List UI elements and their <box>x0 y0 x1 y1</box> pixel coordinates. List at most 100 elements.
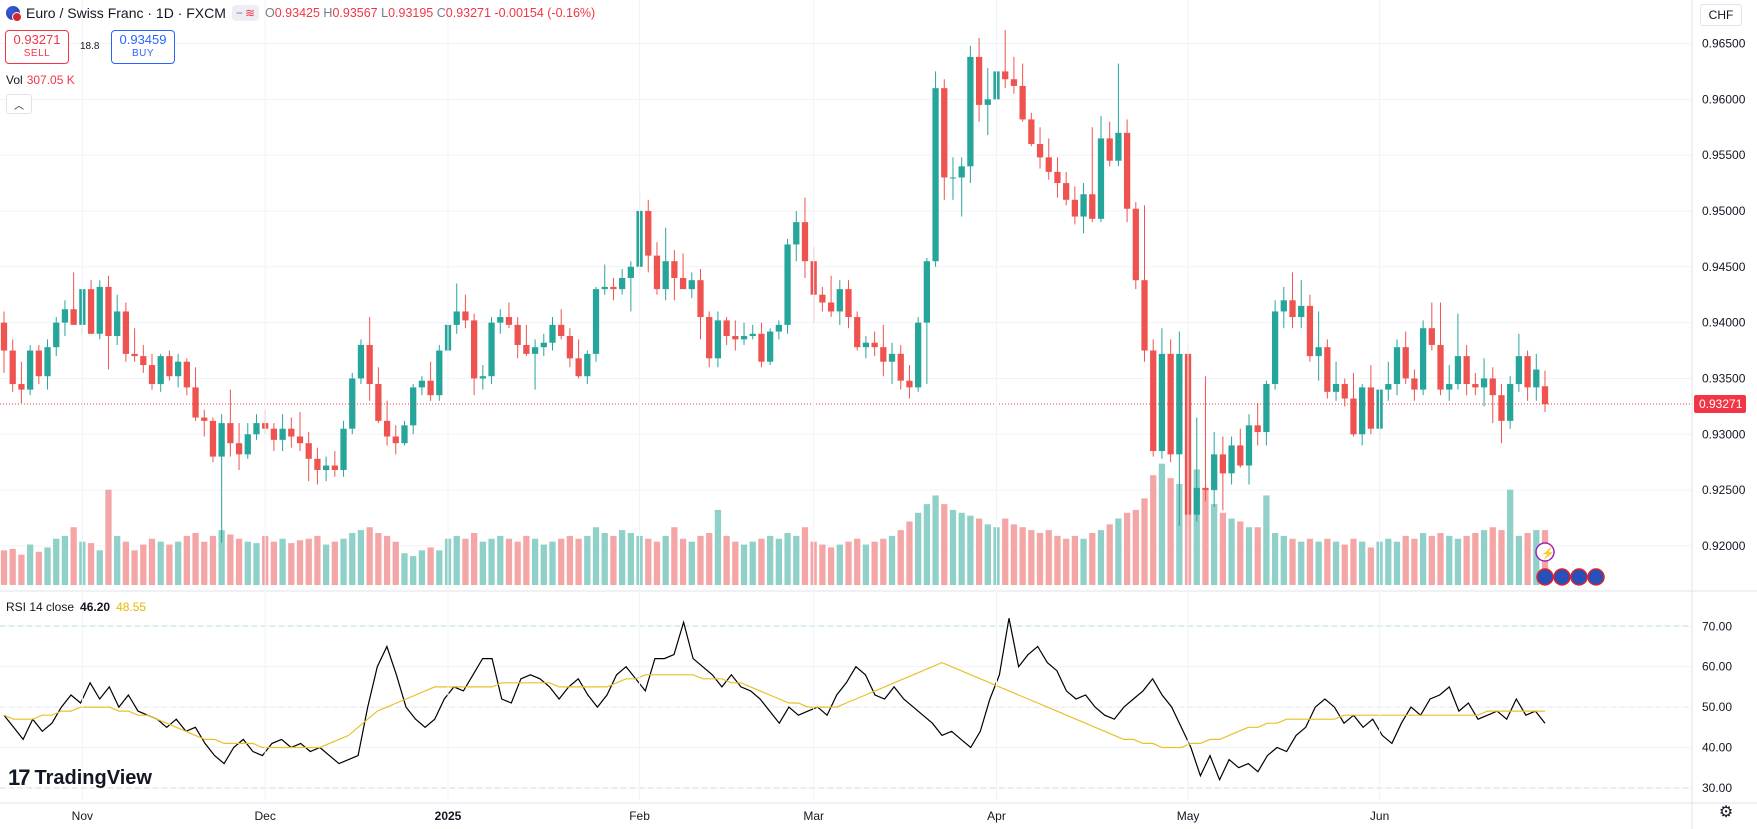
candle-body <box>427 380 434 396</box>
volume-bar <box>26 544 34 585</box>
buy-button[interactable]: 0.93459 BUY <box>111 30 175 64</box>
volume-bar <box>1472 533 1479 585</box>
candle-body <box>288 428 295 437</box>
volume-bar <box>1237 521 1244 585</box>
candle-body <box>1193 487 1200 515</box>
volume-bar <box>1263 495 1270 585</box>
volume-bar <box>314 535 321 585</box>
volume-bar <box>1298 541 1305 585</box>
volume-bar <box>471 533 478 585</box>
volume-bar <box>331 541 338 585</box>
candle-body <box>653 255 661 290</box>
candle-body <box>1306 305 1314 357</box>
volume-bar <box>401 553 408 585</box>
rsi-legend[interactable]: RSI 14 close 46.20 48.55 <box>6 600 146 614</box>
economic-event-icon <box>1570 568 1588 586</box>
price-tick-label: 0.93000 <box>1702 427 1746 441</box>
candle-body <box>671 261 678 278</box>
volume-bar <box>288 543 295 585</box>
candle-body <box>558 324 565 337</box>
volume-bar <box>340 538 347 585</box>
candle-body <box>401 425 408 444</box>
volume-bar <box>131 550 138 585</box>
candle-body <box>1507 384 1514 421</box>
candle-body <box>984 99 991 105</box>
volume-bar <box>801 527 809 585</box>
candle-body <box>880 347 887 362</box>
currency-selector[interactable]: CHF <box>1700 4 1742 26</box>
candle-body <box>871 342 878 348</box>
candle-body <box>105 286 112 337</box>
candle-body <box>1419 328 1427 390</box>
volume-bar <box>854 538 861 585</box>
volume-bar <box>366 527 373 585</box>
spread-value: 18.8 <box>80 41 100 52</box>
collapse-legend-button[interactable]: ︿ <box>6 94 32 114</box>
volume-bar <box>897 530 904 585</box>
time-tick-label: Feb <box>629 809 650 823</box>
volume-bar <box>322 544 330 585</box>
candle-body <box>1280 300 1287 312</box>
candle-body <box>1019 85 1026 120</box>
volume-bar <box>549 541 556 585</box>
currency-flag-icon <box>6 6 22 22</box>
sell-button[interactable]: 0.93271 SELL <box>5 30 69 64</box>
candle-body <box>714 320 722 359</box>
volume-bar <box>1480 530 1488 585</box>
candle-body <box>645 210 652 256</box>
volume-bar <box>915 512 922 585</box>
volume-bar <box>671 527 678 585</box>
volume-bar <box>1054 535 1061 585</box>
candle-body <box>923 261 930 323</box>
candle-body <box>1341 384 1348 399</box>
candle-body <box>958 166 965 178</box>
settings-gear-icon[interactable]: ⚙ <box>1718 804 1734 821</box>
candle-body <box>767 331 774 362</box>
symbol-title[interactable]: Euro / Swiss Franc · 1D · FXCM <box>26 5 226 21</box>
volume-bar <box>949 509 957 585</box>
last-price-label: 0.93271 <box>1699 397 1743 411</box>
candle-body <box>70 309 77 325</box>
candle-body <box>357 344 365 379</box>
candle-body <box>1028 119 1035 144</box>
candle-body <box>1402 347 1409 379</box>
sell-label: SELL <box>23 48 51 59</box>
candle-body <box>975 56 983 105</box>
volume-bar <box>836 544 843 585</box>
volume-bar <box>566 535 574 585</box>
candle-body <box>1080 194 1087 217</box>
market-status-pill[interactable]: − ≋ <box>231 5 259 21</box>
volume-bar <box>1332 541 1340 585</box>
eye-off-icon: − <box>235 6 243 20</box>
volume-bar <box>1385 538 1392 585</box>
candle-body <box>845 289 852 318</box>
candle-body <box>1480 378 1488 388</box>
candle-body <box>209 420 217 457</box>
volume-bar <box>44 547 51 585</box>
candle-body <box>888 353 896 362</box>
candle-body <box>1289 300 1296 318</box>
volume-bar <box>1446 535 1453 585</box>
candle-body <box>1411 378 1418 390</box>
volume-bar <box>1211 504 1218 585</box>
volume-bar <box>1419 533 1427 585</box>
candle-body <box>1367 387 1375 429</box>
volume-bar <box>653 541 661 585</box>
volume-bar <box>453 535 460 585</box>
time-tick-label: Mar <box>803 809 824 823</box>
volume-bar <box>880 538 887 585</box>
volume-bar <box>845 541 852 585</box>
volume-bar <box>166 544 173 585</box>
volume-bar <box>1411 538 1418 585</box>
volume-legend[interactable]: Vol 307.05 K <box>6 73 75 87</box>
candle-body <box>801 222 809 262</box>
volume-bar <box>61 535 69 585</box>
candle-body <box>1332 384 1340 392</box>
volume-bar <box>209 535 217 585</box>
candle-body <box>584 353 591 377</box>
volume-bar <box>662 535 669 585</box>
candle-body <box>0 322 8 351</box>
volume-bar <box>479 541 486 585</box>
tradingview-logo[interactable]: 17 TradingView <box>8 765 152 791</box>
